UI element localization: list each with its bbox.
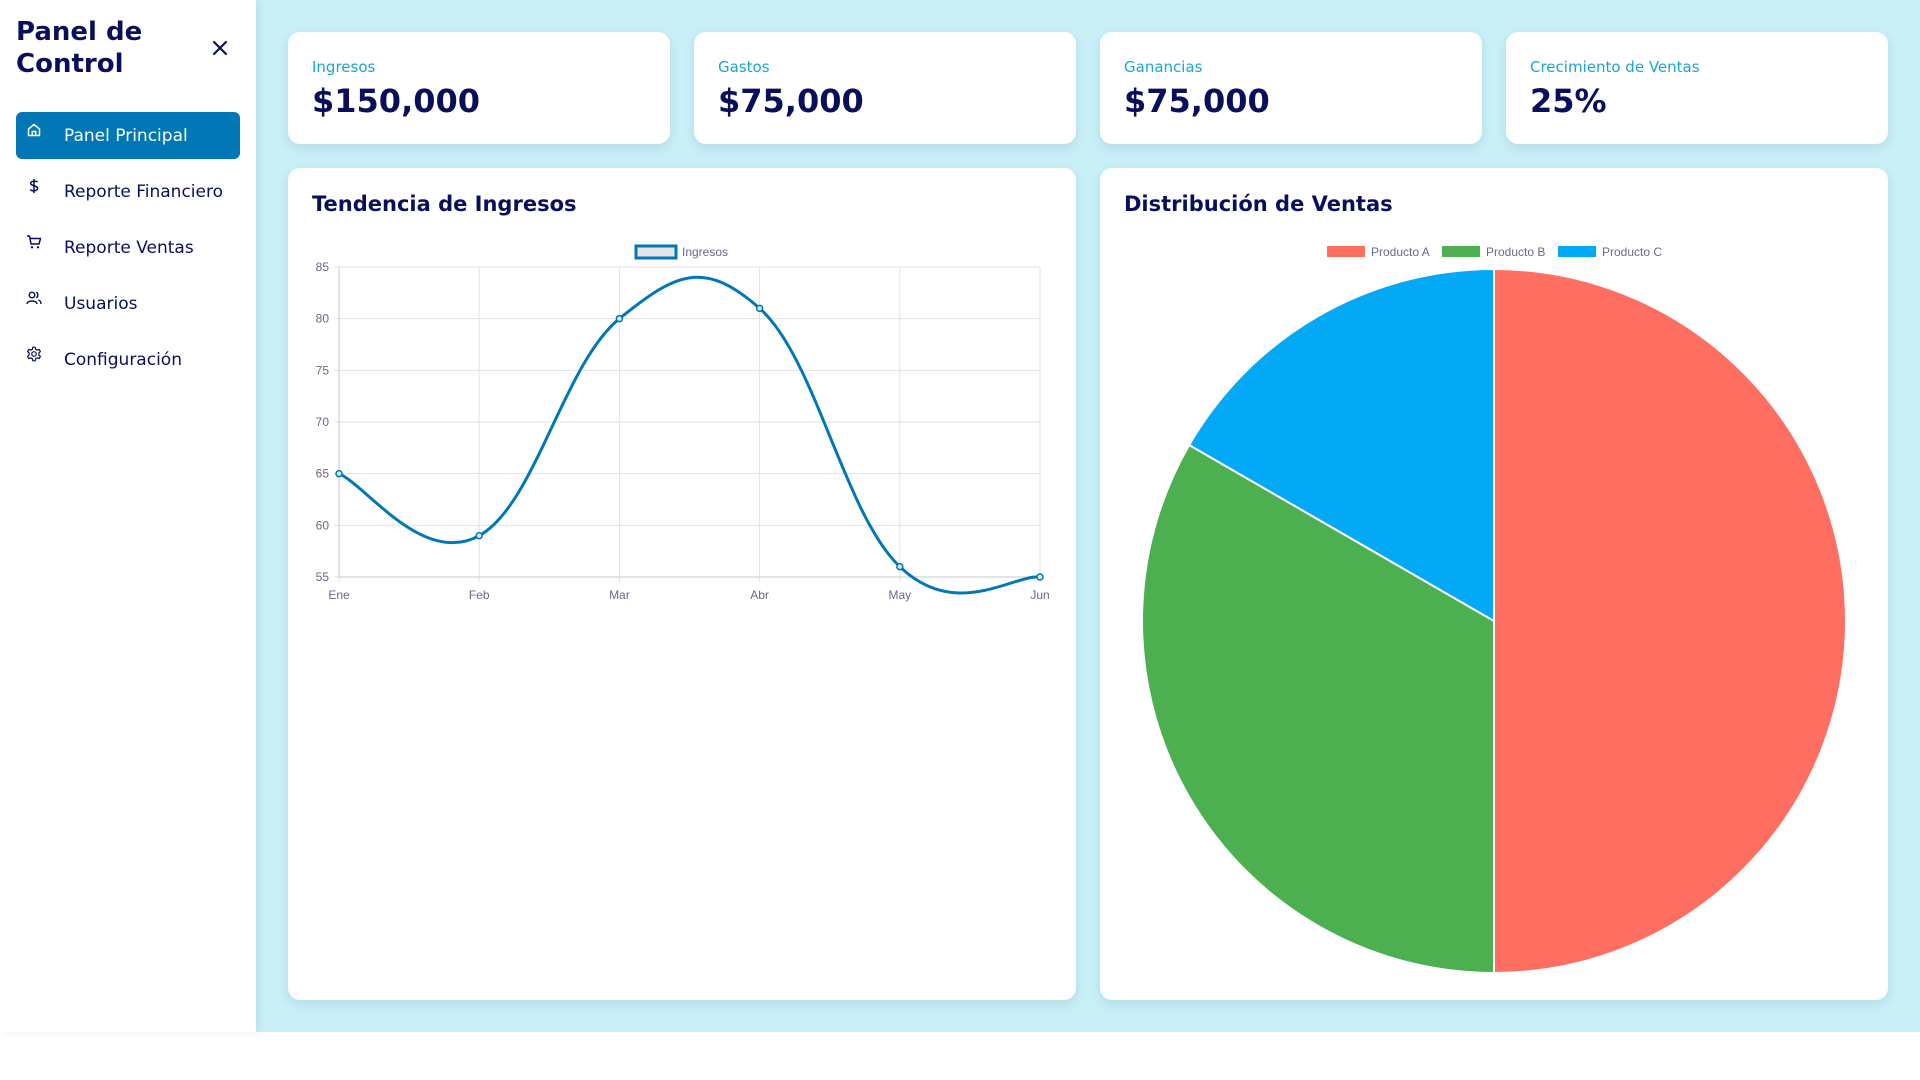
sidebar-item-configuracion[interactable]: Configuración xyxy=(16,336,240,383)
dollar-icon xyxy=(29,179,39,193)
sidebar-item-usuarios[interactable]: Usuarios xyxy=(16,280,240,327)
y-tick-label: 85 xyxy=(316,260,330,274)
users-icon xyxy=(26,291,42,305)
legend-swatch xyxy=(1558,246,1596,257)
line-chart-card: Tendencia de Ingresos 55 60 65 70 75 80 85 Ene F… xyxy=(288,168,1076,1000)
stat-label: Crecimiento de Ventas xyxy=(1530,58,1700,76)
pie-slice xyxy=(1187,267,1495,623)
stat-value: 25% xyxy=(1530,82,1607,120)
legend-label: Producto A xyxy=(1371,245,1430,259)
data-point xyxy=(335,469,343,478)
y-tick-label: 55 xyxy=(316,570,330,584)
home-icon xyxy=(27,123,41,137)
legend-swatch xyxy=(1327,246,1365,257)
legend-swatch xyxy=(1442,246,1480,257)
stat-card-gastos: Gastos $75,000 xyxy=(694,32,1076,144)
legend-label-ingresos: Ingresos xyxy=(682,245,728,259)
legend-label: Producto C xyxy=(1602,245,1662,259)
app-background: Panel de Control Panel Principal Reporte… xyxy=(0,0,1920,1032)
x-tick-label: May xyxy=(888,588,911,602)
chart-title: Distribución de Ventas xyxy=(1124,192,1393,216)
cart-icon xyxy=(27,235,42,249)
data-point xyxy=(896,562,904,571)
sidebar-item-label: Configuración xyxy=(64,350,182,370)
stat-value: $75,000 xyxy=(718,82,864,120)
y-tick-label: 65 xyxy=(316,467,330,481)
y-tick-label: 75 xyxy=(316,363,330,377)
stat-value: $75,000 xyxy=(1124,82,1270,120)
pie-slice xyxy=(1141,443,1495,975)
sidebar-item-label: Reporte Ventas xyxy=(64,238,194,258)
y-tick-label: 80 xyxy=(316,312,330,326)
sidebar-item-panel-principal[interactable]: Panel Principal xyxy=(16,112,240,159)
stat-label: Ingresos xyxy=(312,58,376,76)
stat-label: Gastos xyxy=(718,58,770,76)
sidebar-item-label: Panel Principal xyxy=(64,126,188,146)
legend-label: Producto B xyxy=(1486,245,1545,259)
stat-value: $150,000 xyxy=(312,82,481,120)
sidebar-title: Panel de Control xyxy=(16,17,143,79)
sidebar-item-label: Usuarios xyxy=(64,294,138,314)
x-tick-label: Abr xyxy=(750,588,769,602)
data-point xyxy=(755,304,764,313)
x-tick-label: Mar xyxy=(609,588,630,602)
x-tick-label: Feb xyxy=(469,588,490,602)
data-point xyxy=(1036,573,1044,581)
line-chart: 55 60 65 70 75 80 85 Ene Feb Mar Abr May Jun Ingresos xyxy=(316,244,1050,602)
data-point xyxy=(615,314,624,323)
sidebar-nav: Panel Principal Reporte Financiero Repor… xyxy=(16,112,240,392)
stat-card-crecimiento: Crecimiento de Ventas 25% xyxy=(1506,32,1888,144)
stat-card-ganancias: Ganancias $75,000 xyxy=(1100,32,1482,144)
gear-icon xyxy=(27,346,41,362)
data-point xyxy=(475,531,483,540)
pie-slice xyxy=(1493,267,1847,975)
y-tick-label: 60 xyxy=(316,518,330,532)
y-tick-label: 70 xyxy=(316,415,330,429)
x-tick-label: Ene xyxy=(328,588,350,602)
sidebar: Panel de Control Panel Principal Reporte… xyxy=(0,0,256,1032)
sidebar-item-label: Reporte Financiero xyxy=(64,182,223,202)
pie-chart-card: Distribución de Ventas Producto A Product… xyxy=(1100,168,1888,1000)
x-tick-label: Jun xyxy=(1030,588,1049,602)
pie-chart: Producto A Producto B Producto C xyxy=(1141,245,1847,975)
stat-label: Ganancias xyxy=(1124,58,1203,76)
close-sidebar-button[interactable] xyxy=(206,34,234,62)
close-icon xyxy=(212,40,228,56)
sidebar-item-reporte-ventas[interactable]: Reporte Ventas xyxy=(16,224,240,271)
series-line-ingresos xyxy=(338,275,1041,595)
sidebar-item-reporte-financiero[interactable]: Reporte Financiero xyxy=(16,168,240,215)
stat-card-ingresos: Ingresos $150,000 xyxy=(288,32,670,144)
chart-title: Tendencia de Ingresos xyxy=(312,192,577,216)
legend-swatch-ingresos xyxy=(634,244,678,260)
